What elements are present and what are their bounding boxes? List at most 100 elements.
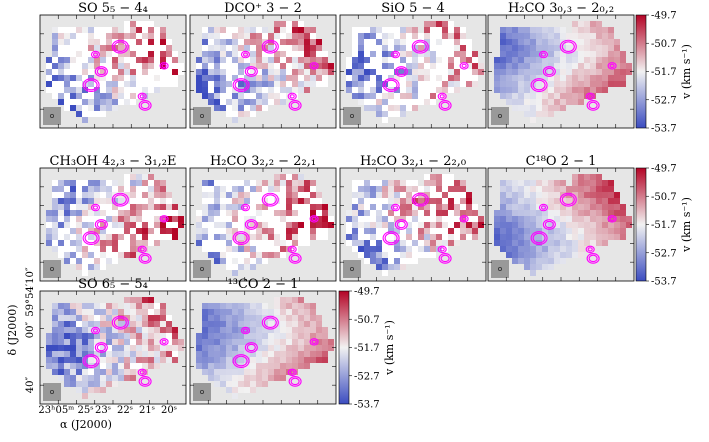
beam-ellipse (199, 114, 204, 119)
velocity-blank (430, 192, 436, 198)
velocity-pixel (70, 33, 76, 39)
velocity-pixel (166, 192, 172, 198)
velocity-blank (244, 186, 250, 192)
velocity-pixel (94, 210, 100, 216)
velocity-pixel (226, 234, 232, 240)
velocity-pixel (518, 57, 524, 63)
velocity-pixel (460, 57, 466, 63)
velocity-pixel (202, 309, 208, 315)
velocity-pixel (268, 309, 274, 315)
velocity-pixel (274, 174, 280, 180)
contour-ring (437, 92, 447, 101)
velocity-blank (256, 198, 262, 204)
velocity-blank (442, 234, 448, 240)
velocity-pixel (376, 99, 382, 105)
beam-box (43, 383, 61, 401)
velocity-pixel (382, 39, 388, 45)
velocity-pixel (578, 39, 584, 45)
velocity-pixel (76, 345, 82, 351)
velocity-blank (118, 246, 124, 252)
velocity-pixel (148, 315, 154, 321)
velocity-pixel (112, 234, 118, 240)
velocity-pixel (238, 234, 244, 240)
velocity-pixel (590, 186, 596, 192)
velocity-pixel (566, 186, 572, 192)
velocity-pixel (442, 210, 448, 216)
velocity-blank (454, 234, 460, 240)
velocity-pixel (530, 246, 536, 252)
velocity-pixel (310, 69, 316, 75)
velocity-blank (298, 192, 304, 198)
velocity-pixel (124, 375, 130, 381)
velocity-pixel (142, 174, 148, 180)
velocity-pixel (572, 87, 578, 93)
velocity-blank (106, 57, 112, 63)
velocity-pixel (58, 186, 64, 192)
velocity-pixel (82, 339, 88, 345)
velocity-blank (394, 252, 400, 258)
velocity-blank (130, 363, 136, 369)
velocity-pixel (256, 51, 262, 57)
velocity-pixel (244, 339, 250, 345)
contour-ring (84, 232, 98, 244)
velocity-pixel (82, 309, 88, 315)
velocity-pixel (58, 204, 64, 210)
velocity-blank (418, 57, 424, 63)
velocity-blank (328, 216, 334, 222)
velocity-pixel (286, 39, 292, 45)
velocity-pixel (466, 222, 472, 228)
velocity-blank (286, 69, 292, 75)
velocity-pixel (202, 333, 208, 339)
velocity-pixel (530, 39, 536, 45)
velocity-pixel (436, 246, 442, 252)
velocity-pixel (548, 258, 554, 264)
velocity-pixel (202, 234, 208, 240)
velocity-pixel (202, 228, 208, 234)
velocity-pixel (304, 351, 310, 357)
velocity-pixel (226, 81, 232, 87)
velocity-pixel (52, 303, 58, 309)
velocity-pixel (542, 192, 548, 198)
velocity-pixel (268, 69, 274, 75)
velocity-pixel (518, 87, 524, 93)
velocity-pixel (292, 228, 298, 234)
velocity-pixel (548, 75, 554, 81)
velocity-pixel (76, 369, 82, 375)
velocity-blank (52, 93, 58, 99)
velocity-pixel (614, 216, 620, 222)
velocity-pixel (46, 351, 52, 357)
velocity-pixel (52, 345, 58, 351)
velocity-pixel (154, 333, 160, 339)
velocity-pixel (494, 63, 500, 69)
velocity-pixel (584, 180, 590, 186)
velocity-pixel (238, 321, 244, 327)
velocity-pixel (238, 387, 244, 393)
velocity-pixel (58, 369, 64, 375)
velocity-pixel (542, 105, 548, 111)
velocity-blank (88, 69, 94, 75)
velocity-pixel (518, 204, 524, 210)
velocity-pixel (530, 69, 536, 75)
velocity-pixel (560, 81, 566, 87)
velocity-pixel (82, 393, 88, 399)
velocity-pixel (572, 186, 578, 192)
velocity-blank (124, 27, 130, 33)
contour-ring (113, 41, 127, 52)
velocity-pixel (298, 222, 304, 228)
velocity-pixel (148, 333, 154, 339)
velocity-pixel (244, 321, 250, 327)
velocity-blank (298, 228, 304, 234)
velocity-pixel (310, 27, 316, 33)
velocity-pixel (530, 180, 536, 186)
velocity-pixel (52, 39, 58, 45)
contour-ring (82, 354, 100, 369)
velocity-pixel (160, 222, 166, 228)
velocity-pixel (226, 327, 232, 333)
velocity-pixel (208, 345, 214, 351)
velocity-pixel (136, 357, 142, 363)
velocity-pixel (454, 51, 460, 57)
velocity-pixel (626, 69, 632, 75)
contour-ring (232, 354, 250, 369)
velocity-pixel (88, 33, 94, 39)
velocity-blank (76, 63, 82, 69)
